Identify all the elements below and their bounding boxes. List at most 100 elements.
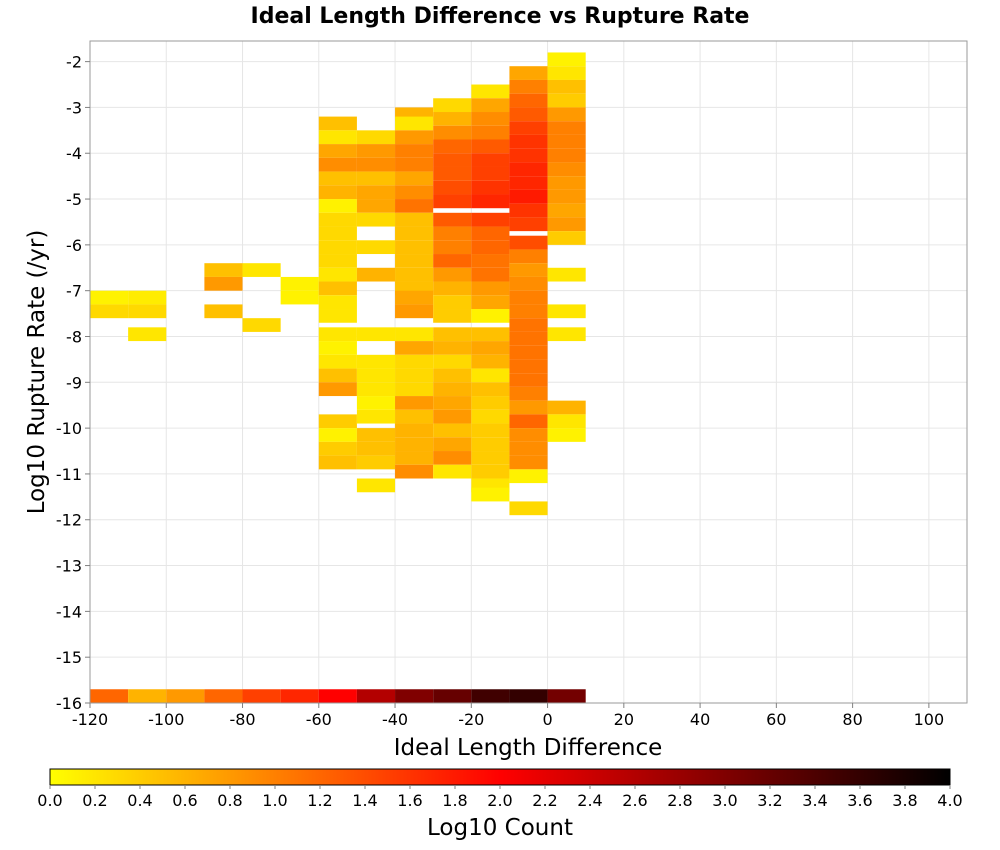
colorbar-tick-label: 0.8 bbox=[217, 791, 242, 810]
colorbar-tick-label: 3.6 bbox=[847, 791, 872, 810]
heatmap-cell bbox=[395, 437, 434, 452]
heatmap-cell bbox=[547, 217, 586, 232]
heatmap-cell bbox=[509, 93, 548, 108]
heatmap-cell bbox=[509, 79, 548, 94]
heatmap-cell bbox=[433, 295, 472, 310]
heatmap-cell bbox=[395, 368, 434, 383]
heatmap-cell bbox=[471, 212, 510, 227]
heatmap-cell bbox=[318, 226, 357, 241]
heatmap-cell bbox=[395, 341, 434, 355]
heatmap-cell bbox=[395, 185, 434, 200]
heatmap-cell bbox=[318, 254, 357, 268]
heatmap-cell bbox=[509, 276, 548, 291]
x-tick-label: 40 bbox=[690, 710, 710, 729]
heatmap-cell bbox=[509, 189, 548, 204]
heatmap-cell bbox=[395, 451, 434, 465]
heatmap-cell bbox=[318, 185, 357, 200]
heatmap-cell bbox=[547, 176, 586, 190]
heatmap-cell bbox=[433, 98, 472, 113]
x-tick-label: -100 bbox=[148, 710, 184, 729]
colorbar-tick-label: 1.6 bbox=[397, 791, 422, 810]
heatmap-cell bbox=[547, 107, 586, 122]
heatmap-cell bbox=[433, 240, 472, 255]
heatmap-cell bbox=[356, 267, 396, 282]
heatmap-cell bbox=[242, 689, 281, 703]
heatmap-cell bbox=[471, 327, 510, 342]
y-tick-label: -13 bbox=[56, 557, 82, 576]
heatmap-cell bbox=[547, 304, 586, 319]
heatmap-cell bbox=[547, 93, 586, 108]
heatmap-cell bbox=[395, 199, 434, 213]
colorbar-tick-label: 1.4 bbox=[352, 791, 377, 810]
heatmap-cell bbox=[395, 116, 434, 131]
heatmap-cell bbox=[356, 428, 396, 442]
heatmap-cell bbox=[433, 194, 472, 209]
heatmap-cell bbox=[318, 428, 357, 442]
heatmap-cell bbox=[471, 487, 510, 502]
heatmap-cell bbox=[318, 382, 357, 397]
heatmap-cell bbox=[433, 139, 472, 154]
heatmap-cells bbox=[90, 52, 586, 703]
heatmap-cell bbox=[318, 455, 357, 470]
heatmap-cell bbox=[356, 327, 396, 342]
heatmap-cell bbox=[318, 309, 357, 323]
heatmap-cell bbox=[395, 354, 434, 369]
colorbar-tick-label: 0.6 bbox=[172, 791, 197, 810]
heatmap-cell bbox=[433, 267, 472, 282]
heatmap-cell bbox=[356, 240, 396, 255]
heatmap-cell bbox=[242, 263, 281, 277]
heatmap-cell bbox=[509, 331, 548, 346]
heatmap-cell bbox=[509, 373, 548, 387]
heatmap-cell bbox=[471, 166, 510, 181]
x-axis-label: Ideal Length Difference bbox=[394, 735, 663, 761]
y-tick-label: -9 bbox=[66, 373, 82, 392]
colorbar-tick-label: 0.0 bbox=[37, 791, 62, 810]
colorbar-tick-label: 3.0 bbox=[712, 791, 737, 810]
heatmap-cell bbox=[471, 341, 510, 355]
heatmap-cell bbox=[433, 281, 472, 296]
heatmap-cell bbox=[433, 689, 472, 703]
y-tick-label: -8 bbox=[66, 327, 82, 346]
colorbar-tick-label: 0.2 bbox=[82, 791, 107, 810]
x-tick-label: 0 bbox=[542, 710, 552, 729]
y-tick-label: -3 bbox=[66, 98, 82, 117]
colorbar-tick-label: 3.8 bbox=[892, 791, 917, 810]
x-tick-label: -60 bbox=[306, 710, 332, 729]
heatmap-cell bbox=[433, 437, 472, 452]
heatmap-cell bbox=[509, 107, 548, 122]
heatmap-cell bbox=[471, 409, 510, 424]
heatmap-cell bbox=[433, 341, 472, 355]
heatmap-cell bbox=[547, 689, 586, 703]
heatmap-cell bbox=[318, 116, 357, 131]
heatmap-cell bbox=[547, 428, 586, 442]
heatmap-cell bbox=[509, 235, 548, 250]
heatmap-cell bbox=[471, 240, 510, 255]
heatmap-cell bbox=[318, 157, 357, 172]
heatmap-cell bbox=[318, 130, 357, 145]
heatmap-cell bbox=[433, 396, 472, 410]
heatmap-cell bbox=[471, 281, 510, 296]
heatmap-cell bbox=[204, 689, 243, 703]
heatmap-cell bbox=[356, 199, 396, 213]
heatmap-cell bbox=[395, 304, 434, 319]
heatmap-cell bbox=[547, 79, 586, 94]
heatmap-cell bbox=[318, 267, 357, 282]
heatmap-cell bbox=[318, 368, 357, 383]
heatmap-cell bbox=[509, 386, 548, 401]
heatmap-cell bbox=[433, 409, 472, 424]
colorbar-label: Log10 Count bbox=[427, 815, 573, 841]
colorbar-tick-label: 2.4 bbox=[577, 791, 602, 810]
x-tick-label: -80 bbox=[229, 710, 255, 729]
x-tick-label: 20 bbox=[614, 710, 634, 729]
heatmap-cell bbox=[204, 263, 243, 277]
heatmap-cell bbox=[280, 290, 319, 305]
heatmap-cell bbox=[471, 267, 510, 282]
colorbar-tick-label: 0.4 bbox=[127, 791, 152, 810]
y-axis-ticks: -2 -3 -4 -5 -6 -7 -8 -9 -10 -11 -12 -13 -14 -15 -16 bbox=[56, 53, 90, 713]
heatmap-cell bbox=[356, 130, 396, 145]
heatmap-cell bbox=[395, 144, 434, 158]
heatmap-cell bbox=[356, 368, 396, 383]
heatmap-cell bbox=[509, 203, 548, 218]
heatmap-cell bbox=[509, 148, 548, 163]
